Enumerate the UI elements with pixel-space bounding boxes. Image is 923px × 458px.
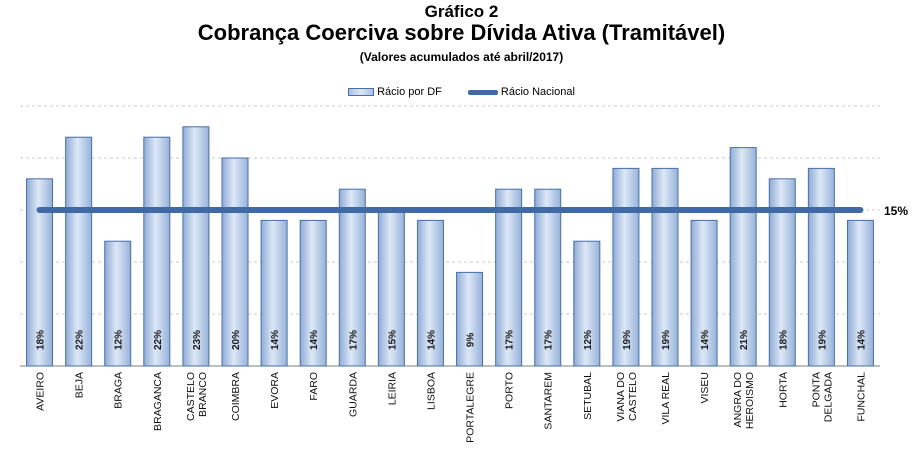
bar-value-label: 22%: [153, 330, 164, 350]
bar-value-label: 17%: [505, 330, 516, 350]
bar-value-label: 14%: [270, 330, 281, 350]
category-label: SANTAREM: [543, 372, 555, 430]
category-label: GUARDA: [347, 372, 359, 417]
legend-line-label: Rácio Nacional: [500, 86, 575, 98]
bar: [377, 209, 405, 367]
category-label: VISEU: [699, 372, 711, 404]
bar-value-label: 14%: [309, 330, 320, 350]
bar-value-label: 21%: [739, 330, 750, 350]
category-label: PORTO: [504, 372, 516, 409]
bar-value-label: 22%: [75, 330, 86, 350]
bar: [416, 219, 444, 367]
category-label: VIANA DO: [615, 372, 627, 422]
bar-value-label: 9%: [466, 333, 477, 348]
bar: [338, 188, 366, 367]
bar-value-label: 15%: [387, 330, 398, 350]
category-label: HORTA: [777, 372, 789, 408]
bar-value-label: 18%: [36, 330, 47, 350]
category-label: VILA REAL: [660, 372, 672, 425]
category-label: LEIRIA: [386, 372, 398, 405]
bar-value-label: 18%: [778, 330, 789, 350]
bar-value-label: 19%: [661, 330, 672, 350]
bar-value-label: 12%: [114, 330, 125, 350]
category-label: AVEIRO: [35, 372, 47, 411]
national-line-group: 15%: [36, 204, 908, 218]
title-block: Gráfico 2 Cobrança Coerciva sobre Dívida…: [0, 0, 923, 65]
chart-note: (Valores acumulados até abril/2017): [359, 50, 564, 64]
bar-value-label: 23%: [192, 330, 203, 350]
category-labels: AVEIRO BEJA BRAGA BRAGANCA CASTELO BRANCO COIM…: [35, 372, 868, 443]
bar: [260, 219, 288, 367]
category-label: DELGADA: [822, 372, 834, 422]
bar-value-label: 20%: [231, 330, 242, 350]
bar: [651, 167, 679, 367]
legend-item-line: Rácio Nacional: [467, 86, 575, 98]
category-label: SETUBAL: [582, 372, 594, 420]
bar: [846, 219, 874, 367]
bar: [65, 136, 93, 367]
bar: [807, 167, 835, 367]
bar: [573, 240, 601, 367]
legend: Rácio por DF Rácio Nacional: [0, 86, 923, 98]
bar-value-label: 17%: [348, 330, 359, 350]
bar-value-label: 12%: [583, 330, 594, 350]
bar-value-label: 17%: [544, 330, 555, 350]
category-label: COIMBRA: [230, 372, 242, 421]
bar: [299, 219, 327, 367]
legend-bar-label: Rácio por DF: [377, 86, 442, 98]
bar: [104, 240, 132, 367]
bar-value-label: 14%: [426, 330, 437, 350]
category-label: EVORA: [269, 372, 281, 409]
bar-value-label: 14%: [700, 330, 711, 350]
bar: [221, 157, 249, 367]
legend-line-swatch: [467, 89, 498, 95]
category-label: HEROISMO: [744, 372, 756, 429]
legend-item-bar: Rácio por DF: [348, 86, 442, 98]
category-label: BEJA: [74, 372, 86, 398]
bar-value-label: 19%: [622, 330, 633, 350]
category-label: PONTA: [810, 372, 822, 407]
category-label: CASTELO: [627, 372, 639, 421]
bar: [495, 188, 523, 367]
bar: [690, 219, 718, 367]
category-label: FARO: [308, 372, 320, 401]
category-label: CASTELO: [185, 372, 197, 421]
category-label: BRANCO: [197, 372, 209, 417]
category-label: BRAGANCA: [152, 372, 164, 431]
chart-subtitle: Cobrança Coerciva sobre Dívida Ativa (Tr…: [197, 20, 726, 45]
category-label: FUNCHAL: [855, 372, 867, 422]
value-labels: 18% 22% 12% 22% 23% 20% 14% 14% 17% 15% 14% 9% 17% 17…: [36, 330, 868, 350]
category-label: LISBOA: [425, 372, 437, 410]
bar-value-label: 14%: [856, 330, 867, 350]
bar: [456, 271, 484, 367]
bar-value-label: 19%: [817, 330, 828, 350]
chart-title: Gráfico 2: [424, 2, 499, 21]
category-label: PORTALEGRE: [465, 372, 477, 443]
national-ratio-label: 15%: [884, 204, 908, 218]
bar: [534, 188, 562, 367]
category-label: ANGRA DO: [732, 372, 744, 427]
bar: [143, 136, 171, 367]
bar: [182, 126, 210, 367]
bar: [612, 167, 640, 367]
bar: [729, 147, 757, 367]
legend-bar-swatch: [348, 88, 375, 96]
bars: [26, 126, 874, 367]
category-label: BRAGA: [113, 372, 125, 409]
